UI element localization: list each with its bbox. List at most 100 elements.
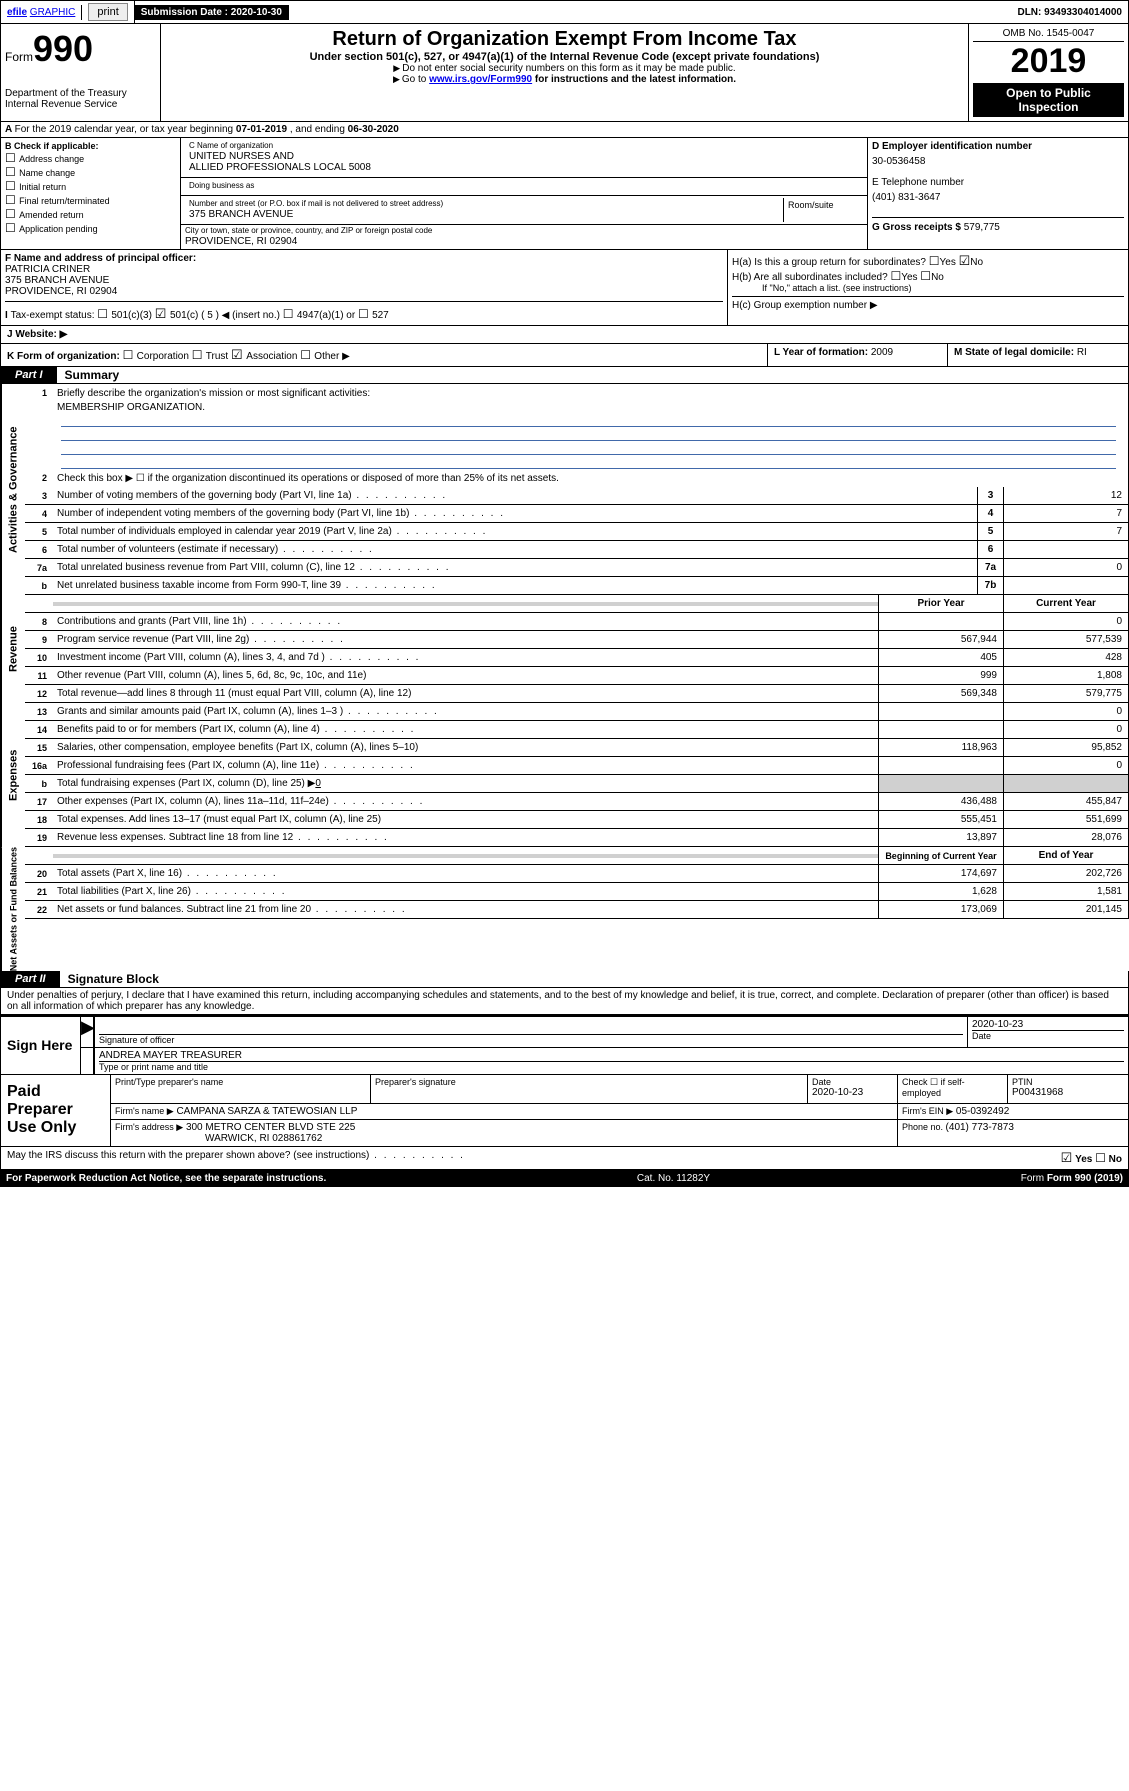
ha-yes[interactable]: ☐ xyxy=(929,254,940,268)
col-h: H(a) Is this a group return for subordin… xyxy=(728,250,1128,325)
chk-amended[interactable]: ☐ Amended return xyxy=(5,207,176,221)
line16b-desc: Total fundraising expenses (Part IX, col… xyxy=(53,776,878,791)
line4-val: 7 xyxy=(1003,505,1128,522)
mission-line xyxy=(61,427,1116,441)
print-cell: print xyxy=(82,1,134,23)
footer: For Paperwork Reduction Act Notice, see … xyxy=(0,1170,1129,1187)
firm-phone: (401) 773-7873 xyxy=(946,1122,1014,1133)
line6-desc: Total number of volunteers (estimate if … xyxy=(53,542,977,557)
chk-501c3[interactable]: ☐ xyxy=(97,307,111,321)
side-revenue: Revenue xyxy=(1,595,25,703)
graphic-link[interactable]: GRAPHIC xyxy=(30,7,76,18)
preparer-sig-label: Preparer's signature xyxy=(375,1077,803,1087)
row-k: K Form of organization: ☐ Corporation ☐ … xyxy=(1,344,768,366)
omb-number: OMB No. 1545-0047 xyxy=(973,28,1124,42)
form-org-label: K Form of organization: xyxy=(7,351,120,362)
sign-here-label: Sign Here xyxy=(1,1017,81,1074)
row-fh: F Name and address of principal officer:… xyxy=(0,250,1129,326)
line15-curr: 95,852 xyxy=(1003,739,1128,756)
chk-pending[interactable]: ☐ Application pending xyxy=(5,221,176,235)
print-button[interactable]: print xyxy=(88,3,127,21)
line18-desc: Total expenses. Add lines 13–17 (must eq… xyxy=(53,812,878,827)
website-row: J Website: ▶ xyxy=(1,326,1128,343)
col-c: C Name of organization UNITED NURSES AND… xyxy=(181,138,868,249)
mission-line xyxy=(61,455,1116,469)
line12-prior: 569,348 xyxy=(878,685,1003,702)
room-label: Room/suite xyxy=(783,198,863,222)
hb-yes[interactable]: ☐ xyxy=(890,269,901,283)
line17-prior: 436,488 xyxy=(878,793,1003,810)
col-f: F Name and address of principal officer:… xyxy=(1,250,728,325)
submission-date: Submission Date : 2020-10-30 xyxy=(135,5,289,20)
discuss-yes[interactable]: ☑ xyxy=(1061,1150,1073,1165)
line15-desc: Salaries, other compensation, employee b… xyxy=(53,740,878,755)
perjury-text: Under penalties of perjury, I declare th… xyxy=(0,988,1129,1015)
line20-curr: 202,726 xyxy=(1003,865,1128,882)
dba-label: Doing business as xyxy=(185,180,863,191)
lbl-501c3: 501(c)(3) xyxy=(111,310,152,321)
sign-arrow-icon: ▶ xyxy=(81,1017,95,1047)
row-a: A For the 2019 calendar year, or tax yea… xyxy=(0,122,1129,138)
chk-address[interactable]: ☐ Address change xyxy=(5,151,176,165)
lbl-trust: Trust xyxy=(206,351,228,362)
lbl-other: Other ▶ xyxy=(314,351,349,362)
row-i: I Tax-exempt status: ☐ 501(c)(3) ☑ 501(c… xyxy=(5,301,723,322)
form-word: Form xyxy=(5,50,33,64)
officer-typed-name: ANDREA MAYER TREASURER xyxy=(99,1050,1124,1062)
line21-desc: Total liabilities (Part X, line 26) xyxy=(53,884,878,899)
efile-link[interactable]: efile xyxy=(7,7,27,18)
side-expenses: Expenses xyxy=(1,703,25,847)
preparer-date-label: Date xyxy=(812,1077,893,1087)
line7b-val xyxy=(1003,577,1128,594)
mission-line xyxy=(61,441,1116,455)
line5-val: 7 xyxy=(1003,523,1128,540)
chk-final[interactable]: ☐ Final return/terminated xyxy=(5,193,176,207)
line7a-desc: Total unrelated business revenue from Pa… xyxy=(53,560,977,575)
line14-desc: Benefits paid to or for members (Part IX… xyxy=(53,722,878,737)
end-year-hdr: End of Year xyxy=(1003,847,1128,864)
irs-link[interactable]: www.irs.gov/Form990 xyxy=(429,74,532,85)
col-b: B Check if applicable: ☐ Address change … xyxy=(1,138,181,249)
revenue-section: Revenue Prior YearCurrent Year 8Contribu… xyxy=(0,595,1129,703)
chk-4947[interactable]: ☐ xyxy=(283,307,297,321)
line11-prior: 999 xyxy=(878,667,1003,684)
chk-trust[interactable]: ☐ xyxy=(192,348,206,362)
line12-desc: Total revenue—add lines 8 through 11 (mu… xyxy=(53,686,878,701)
chk-corp[interactable]: ☐ xyxy=(123,348,137,362)
officer-addr: 375 BRANCH AVENUE PROVIDENCE, RI 02904 xyxy=(5,275,723,297)
chk-initial[interactable]: ☐ Initial return xyxy=(5,179,176,193)
line9-desc: Program service revenue (Part VIII, line… xyxy=(53,632,878,647)
line3-desc: Number of voting members of the governin… xyxy=(53,488,977,503)
line18-prior: 555,451 xyxy=(878,811,1003,828)
line21-curr: 1,581 xyxy=(1003,883,1128,900)
line16a-desc: Professional fundraising fees (Part IX, … xyxy=(53,758,878,773)
line19-curr: 28,076 xyxy=(1003,829,1128,846)
chk-assoc[interactable]: ☑ xyxy=(231,347,246,362)
chk-501c[interactable]: ☑ xyxy=(155,306,170,321)
org-name-label: C Name of organization xyxy=(185,140,863,151)
hb-no[interactable]: ☐ xyxy=(920,269,931,283)
line16a-curr: 0 xyxy=(1003,757,1128,774)
prior-year-hdr: Prior Year xyxy=(878,595,1003,612)
city-label: City or town, state or province, country… xyxy=(181,225,867,236)
line13-prior xyxy=(878,703,1003,720)
ha-no[interactable]: ☑ xyxy=(959,253,971,268)
form-header: Form990 Department of the Treasury Inter… xyxy=(0,24,1129,122)
tel-label: E Telephone number xyxy=(872,177,1124,188)
line9-curr: 577,539 xyxy=(1003,631,1128,648)
chk-name[interactable]: ☐ Name change xyxy=(5,165,176,179)
line4-desc: Number of independent voting members of … xyxy=(53,506,977,521)
line14-prior xyxy=(878,721,1003,738)
chk-527[interactable]: ☐ xyxy=(358,307,372,321)
line22-prior: 173,069 xyxy=(878,901,1003,918)
line7b-desc: Net unrelated business taxable income fr… xyxy=(53,578,977,593)
chk-other[interactable]: ☐ xyxy=(300,348,314,362)
self-employed-check[interactable]: Check ☐ if self-employed xyxy=(898,1075,1008,1103)
hb-row: H(b) Are all subordinates included? ☐Yes… xyxy=(732,269,1124,283)
line20-prior: 174,697 xyxy=(878,865,1003,882)
line21-prior: 1,628 xyxy=(878,883,1003,900)
preparer-name xyxy=(115,1087,366,1101)
discuss-no[interactable]: ☐ xyxy=(1095,1151,1106,1165)
officer-signature[interactable] xyxy=(99,1019,963,1035)
curr-year-hdr: Current Year xyxy=(1003,595,1128,612)
